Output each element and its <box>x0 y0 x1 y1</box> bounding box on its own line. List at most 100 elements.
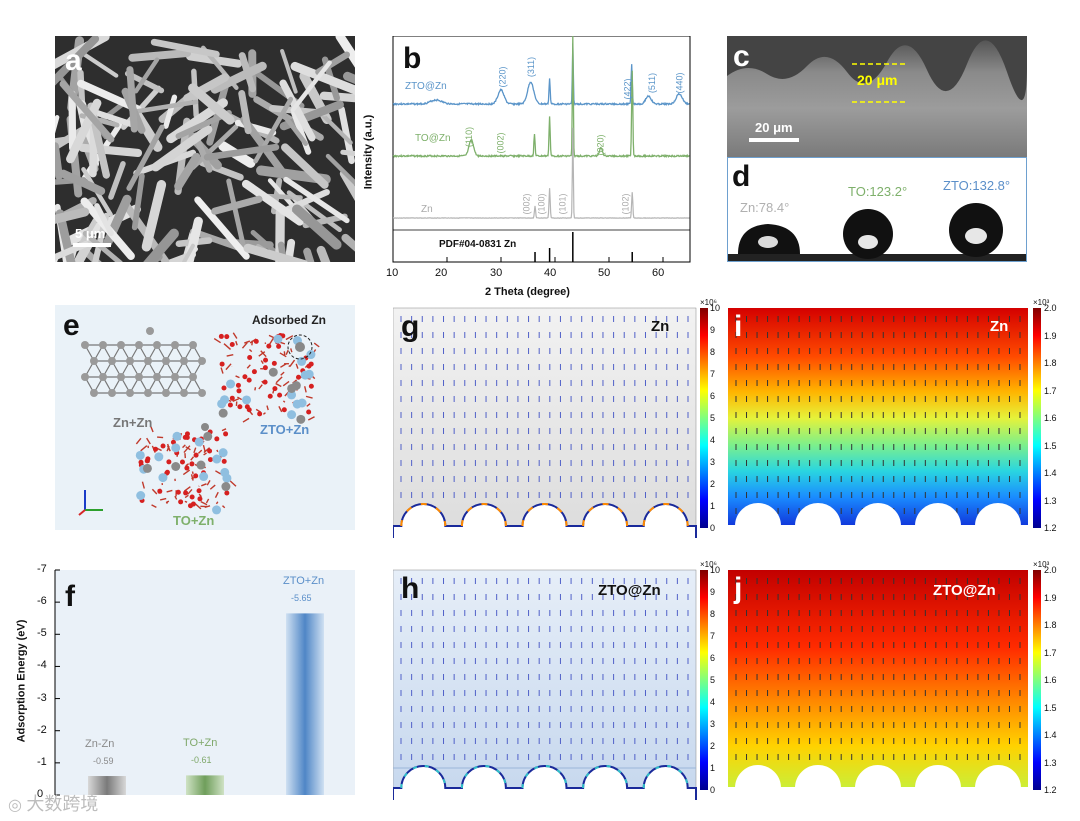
colorbar-tick: 1 <box>710 763 716 773</box>
series-line-zto <box>392 43 690 107</box>
bar-0 <box>88 776 126 795</box>
panel-label-b: b <box>403 42 422 75</box>
bar-value-label: -0.59 <box>93 756 114 767</box>
colorbar-tick: 6 <box>710 391 716 401</box>
watermark-text: 大数跨境 <box>26 794 99 814</box>
peak-to-020: (020) <box>595 134 606 156</box>
scale-bar-text-a: 5 μm <box>75 226 106 241</box>
adsorbed-zn-label: Adsorbed Zn <box>252 313 326 327</box>
xrd-tick-40: 40 <box>544 267 557 279</box>
xrd-tick-30: 30 <box>490 267 503 279</box>
colorbar-tick: 6 <box>710 653 716 663</box>
adsorption-bar-chart <box>54 569 355 796</box>
i-exp: ×10³ <box>1033 298 1050 307</box>
peak-to-002: (002) <box>495 132 506 154</box>
colorbar-tick: 1.6 <box>1044 413 1057 423</box>
panel-i: i Zn ×10³ 2.0 1.9 1.8 1.7 1.6 1.5 1.4 1.3 1.2 <box>728 298 1073 538</box>
series-label-zto: ZTO@Zn <box>405 81 447 92</box>
f-ylabel: Adsorption Energy (eV) <box>15 619 28 743</box>
xrd-tick-20: 20 <box>435 267 448 279</box>
zn-lattice <box>81 327 206 397</box>
xrd-xlabel: 2 Theta (degree) <box>485 286 570 298</box>
colorbar-tick: 3 <box>710 457 716 467</box>
peak-zn-002: (002) <box>521 193 532 215</box>
peak-to-110: (110) <box>464 126 475 148</box>
series-label-zn: Zn <box>421 204 433 215</box>
peak-zto-440: (440) <box>674 72 685 94</box>
angle-zto: ZTO:132.8° <box>943 178 1011 193</box>
colorbar-tick: 5 <box>710 413 716 423</box>
scale-bar-text-c: 20 μm <box>755 120 793 135</box>
colorbar-tick: 10 <box>710 303 721 313</box>
colorbar-tick: 2 <box>710 479 716 489</box>
panel-j: j ZTO@Zn ×10³ 2.0 1.9 1.8 1.7 1.6 1.5 1.4 1.3 1.… <box>728 560 1073 800</box>
panel-label-c: c <box>733 40 750 73</box>
colorbar-tick: 7 <box>710 369 716 379</box>
panel-label-a: a <box>65 44 82 77</box>
colorbar-tick: 8 <box>710 609 716 619</box>
colorbar-tick: 9 <box>710 587 716 597</box>
pdf-reference-lines <box>534 232 633 262</box>
colorbar-tick: 4 <box>710 697 716 707</box>
panel-label-j: j <box>734 572 743 605</box>
colorbar-tick: 1.2 <box>1044 523 1057 533</box>
xrd-tick-60: 60 <box>652 267 665 279</box>
j-title: ZTO@Zn <box>933 582 996 599</box>
panel-g: g Zn ×10⁶ 10 9 8 7 6 5 4 3 2 1 0 <box>393 298 723 538</box>
colorbar-tick: 1.7 <box>1044 385 1057 396</box>
conc-sim-zto <box>728 570 1041 800</box>
colorbar-tick: 2 <box>710 741 716 751</box>
bar-2 <box>286 613 324 795</box>
bar-value-label: -0.61 <box>191 755 212 766</box>
f-ytick: -6 <box>37 595 47 608</box>
f-ytick: -5 <box>37 627 47 640</box>
pdf-label: PDF#04-0831 Zn <box>439 239 517 250</box>
xrd-tick-10: 10 <box>386 267 399 279</box>
bar-category-label: TO+Zn <box>183 737 218 750</box>
series-label-to: TO@Zn <box>415 133 451 144</box>
colorbar-tick: 1.8 <box>1044 358 1057 368</box>
colorbar-tick: 10 <box>710 565 721 575</box>
colorbar-tick: 1.2 <box>1044 785 1057 795</box>
field-sim-zto <box>393 569 708 800</box>
droplet-to <box>843 209 893 259</box>
scale-bar-a <box>73 243 111 247</box>
to-structure <box>135 423 237 515</box>
colorbar-tick: 1.8 <box>1044 620 1057 630</box>
f-ytick: -7 <box>37 563 47 575</box>
peak-zto-511: (511) <box>647 72 658 94</box>
peak-zto-311: (311) <box>526 56 537 78</box>
series-line-to <box>392 36 690 159</box>
f-ytick: -1 <box>37 755 47 768</box>
panel-label-f: f <box>65 580 75 613</box>
xrd-chart <box>392 36 691 263</box>
conc-sim-zn <box>728 308 1041 538</box>
colorbar-tick: 9 <box>710 325 716 335</box>
panel-label-g: g <box>401 310 420 343</box>
panel-e: e Adsorbed Zn Zn+Zn ZTO+Zn TO+Zn <box>55 305 355 530</box>
colorbar-tick: 8 <box>710 347 716 357</box>
structure-label-zto-zn: ZTO+Zn <box>260 422 310 437</box>
colorbar-tick: 1 <box>710 501 716 511</box>
colorbar-tick: 0 <box>710 785 716 795</box>
colorbar-tick: 4 <box>710 435 716 445</box>
panel-d: d Zn:78.4° TO:123.2° ZTO:132.8° <box>727 157 1027 262</box>
peak-zn-102: (102) <box>620 193 631 215</box>
xrd-ylabel: Intensity (a.u.) <box>362 114 375 190</box>
bar-1 <box>186 775 224 795</box>
f-ytick: -3 <box>37 691 47 704</box>
series-line-zn <box>393 127 690 219</box>
h-exp: ×10⁶ <box>700 560 717 569</box>
g-title: Zn <box>651 318 670 335</box>
bar-value-label: -5.65 <box>291 593 312 604</box>
panel-a: a 5 μm <box>55 36 355 262</box>
colorbar-tick: 0 <box>710 523 716 533</box>
colorbar-tick: 1.9 <box>1044 330 1057 341</box>
bar-category-label: ZTO+Zn <box>283 575 325 588</box>
f-ytick: -2 <box>37 723 47 736</box>
colorbar-tick: 5 <box>710 675 716 685</box>
colorbar-tick: 2.0 <box>1044 303 1057 313</box>
xrd-tick-50: 50 <box>598 267 611 279</box>
colorbar-tick: 3 <box>710 719 716 729</box>
i-title: Zn <box>990 318 1009 335</box>
